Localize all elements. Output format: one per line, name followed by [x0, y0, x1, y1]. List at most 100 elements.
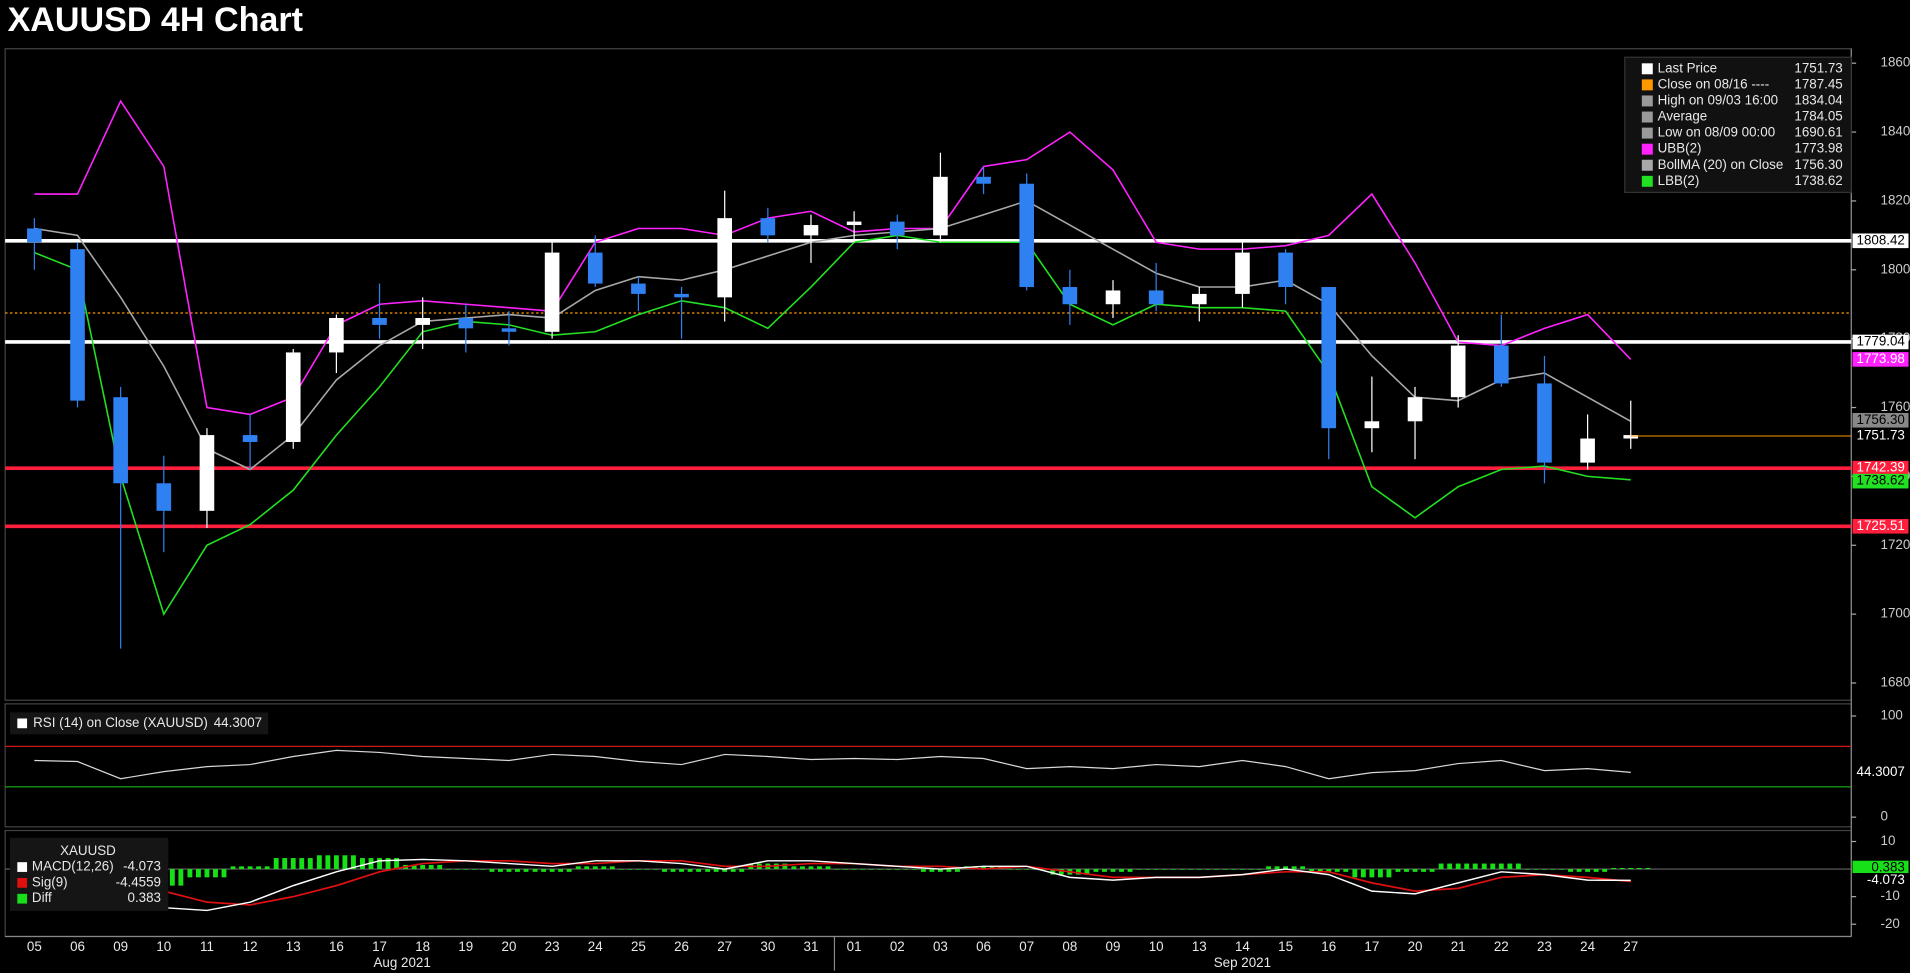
x-tick-label: 27 — [717, 939, 732, 954]
diff-bar — [817, 866, 822, 870]
legend-value: 1738.62 — [1794, 173, 1842, 188]
legend-box — [1624, 56, 1852, 194]
diff-bar — [256, 866, 262, 870]
diff-bar — [515, 869, 520, 872]
diff-bar — [247, 866, 253, 870]
candle-body — [889, 221, 905, 236]
y-tick-label: 1720 — [1881, 537, 1910, 552]
x-tick-label: 23 — [1537, 939, 1552, 954]
signal-line — [34, 859, 1631, 906]
x-tick-label: 18 — [415, 939, 430, 954]
candle-body — [242, 435, 258, 442]
diff-bar — [894, 869, 900, 870]
x-tick-label: 06 — [70, 939, 85, 954]
diff-bar — [1550, 869, 1556, 870]
diff-bar — [1559, 869, 1564, 870]
diff-bar — [1481, 863, 1487, 870]
diff-bar — [1576, 869, 1582, 872]
diff-bar — [575, 866, 581, 870]
last-price-tag-bg — [1852, 428, 1909, 444]
diff-bar — [601, 866, 607, 870]
diff-bar — [937, 869, 943, 872]
diff-bar — [592, 866, 598, 870]
candle-body — [113, 397, 128, 484]
x-tick-label: 05 — [27, 939, 42, 954]
x-tick-label: 06 — [976, 939, 991, 954]
diff-bar — [851, 869, 857, 870]
diff-bar — [1619, 867, 1625, 870]
diff-bar — [981, 866, 987, 870]
diff-bar — [1515, 863, 1521, 870]
legend-label: Diff — [32, 890, 52, 905]
diff-bar — [446, 869, 452, 870]
x-tick-label: 08 — [1062, 939, 1077, 954]
candle-body — [501, 328, 517, 332]
diff-bar — [911, 869, 917, 870]
candle-body — [717, 218, 733, 298]
candle-body — [587, 252, 603, 284]
diff-bar — [920, 869, 926, 872]
diff-bar — [1490, 863, 1496, 870]
level-tag-bg — [1852, 233, 1909, 249]
candle-body — [760, 218, 776, 236]
y-tick-label: 10 — [1881, 833, 1896, 848]
diff-bar — [1343, 869, 1349, 872]
x-tick-label: 22 — [1494, 939, 1509, 954]
band-tag-bg — [1852, 473, 1909, 489]
candle-body — [1235, 252, 1250, 294]
diff-bar — [609, 866, 615, 870]
candle-body — [1623, 435, 1639, 439]
diff-bar — [1050, 869, 1056, 875]
legend-label: Sig(9) — [32, 874, 68, 889]
diff-bar — [791, 866, 797, 870]
x-tick-label: 17 — [1364, 939, 1379, 954]
legend-label: MACD(12,26) — [32, 859, 114, 874]
y-tick-label: -20 — [1881, 916, 1900, 931]
diff-bar — [1421, 869, 1426, 872]
legend-value: -4.073 — [123, 859, 161, 874]
x-tick-label: 17 — [372, 939, 387, 954]
level-tag-bg — [1852, 334, 1909, 350]
diff-bar — [644, 869, 650, 870]
diff-bar — [843, 869, 849, 870]
legend-value: -4.4559 — [116, 874, 161, 889]
level-tag: 1808.42 — [1857, 232, 1905, 247]
diff-bar — [454, 869, 460, 870]
candle-body — [674, 293, 689, 298]
legend-box — [10, 837, 169, 911]
candle-body — [1191, 293, 1207, 305]
diff-bar — [360, 858, 365, 870]
y-tick-label: 1680 — [1881, 675, 1910, 690]
legend-swatch — [1641, 159, 1653, 171]
diff-bar — [868, 869, 874, 870]
diff-bar — [239, 866, 245, 870]
x-tick-label: 30 — [760, 939, 775, 954]
x-tick-label: 01 — [847, 939, 862, 954]
diff-bar — [1412, 869, 1418, 872]
level-tag: 1725.51 — [1857, 518, 1905, 533]
diff-bar — [1179, 869, 1185, 870]
diff-tag: 0.383 — [1871, 860, 1904, 875]
candle-body — [329, 318, 344, 353]
diff-bar — [1257, 869, 1262, 870]
band-line — [34, 234, 1631, 617]
diff-tag-bg — [1852, 860, 1909, 876]
legend-swatch — [17, 862, 28, 872]
diff-bar — [1153, 869, 1159, 870]
legend-value: 1756.30 — [1794, 157, 1842, 172]
diff-bar — [1300, 866, 1306, 870]
diff-bar — [1568, 869, 1573, 872]
y-tick-label: 0 — [1881, 809, 1888, 824]
x-tick-label: 24 — [1580, 939, 1595, 954]
macd-tag: -4.073 — [1867, 872, 1905, 887]
x-tick-label: 02 — [890, 939, 905, 954]
diff-bar — [1593, 869, 1599, 872]
diff-bar — [1636, 867, 1642, 870]
diff-bar — [463, 869, 469, 870]
legend-value: 1834.04 — [1794, 92, 1843, 107]
diff-bar — [350, 855, 356, 870]
diff-bar — [489, 869, 495, 872]
diff-bar — [886, 869, 892, 870]
diff-bar — [299, 858, 305, 870]
